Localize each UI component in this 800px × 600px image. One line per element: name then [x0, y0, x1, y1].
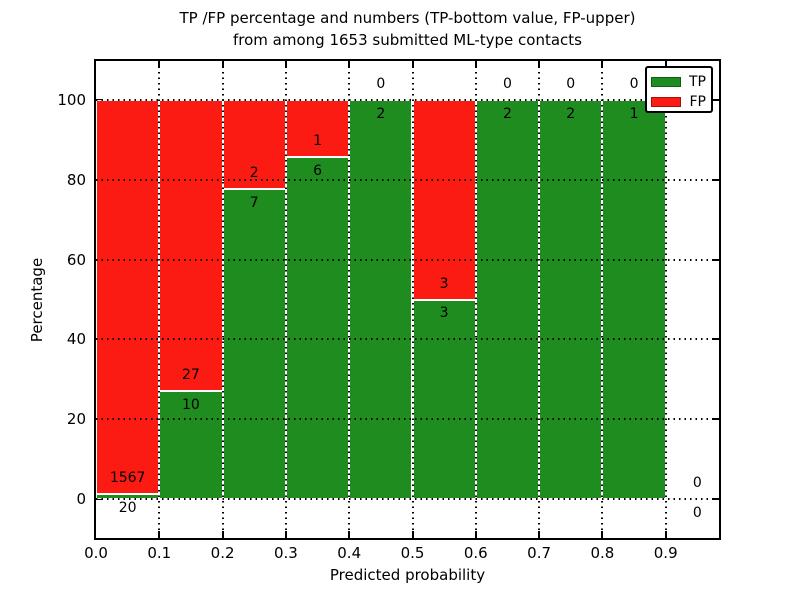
- fp-count-label: 0: [692, 475, 702, 492]
- tp-count-label: 1: [629, 105, 639, 122]
- x-tick-label: 0.6: [463, 544, 488, 562]
- chart-title: TP /FP percentage and numbers (TP-bottom…: [95, 7, 720, 51]
- tp-bar-segment: [539, 100, 603, 499]
- legend-item-tp: TP: [651, 72, 706, 91]
- gridline-vertical: [411, 61, 414, 538]
- gridline-horizontal: [96, 338, 719, 341]
- fp-count-label: 0: [566, 76, 576, 93]
- fp-count-label: 0: [376, 76, 386, 93]
- tp-count-label: 10: [182, 397, 200, 414]
- fp-count-label: 1: [313, 133, 323, 150]
- legend-label-fp: FP: [689, 93, 707, 110]
- fp-count-label: 27: [182, 367, 200, 384]
- fp-count-label: 2: [249, 164, 259, 181]
- x-tick-label: 0.0: [84, 544, 108, 562]
- legend-label-tp: TP: [689, 73, 706, 90]
- gridline-vertical: [284, 61, 287, 538]
- x-tick-label: 0.3: [273, 544, 298, 562]
- tp-count-label: 7: [249, 194, 259, 211]
- chart-title-line2: from among 1653 submitted ML-type contac…: [233, 31, 582, 49]
- gridline-vertical: [158, 61, 161, 538]
- tp-count-label: 2: [566, 105, 576, 122]
- fp-bar-segment: [96, 100, 160, 494]
- fp-count-label: 0: [502, 76, 512, 93]
- plot-area: 1567 20 27 10 2 7 1 6 0 2 3 3 0 2 0 2 0 1 0 0 TP FP: [94, 59, 721, 540]
- tp-count-label: 3: [439, 305, 449, 322]
- gridline-horizontal: [96, 178, 719, 181]
- x-tick-label: 0.9: [653, 544, 678, 562]
- tp-bar-segment: [602, 100, 666, 499]
- bars-layer: [96, 61, 719, 538]
- chart-title-line1: TP /FP percentage and numbers (TP-bottom…: [179, 9, 636, 27]
- fp-bar-segment: [412, 100, 476, 300]
- fp-count-label: 1567: [109, 470, 146, 486]
- gridline-vertical: [474, 61, 477, 538]
- gridline-vertical: [221, 61, 224, 538]
- legend: TP FP: [645, 66, 713, 113]
- gridline-vertical: [601, 61, 604, 538]
- tp-swatch-icon: [651, 76, 681, 87]
- tp-count-label: 2: [376, 105, 386, 122]
- grid-layer: [96, 61, 719, 538]
- gridline-vertical: [348, 61, 351, 538]
- tp-count-label: 20: [118, 499, 137, 516]
- x-axis-label: Predicted probability: [329, 566, 486, 584]
- x-tick-label: 0.8: [590, 544, 615, 562]
- y-tick-label: 0: [76, 490, 86, 508]
- gridline-horizontal: [96, 258, 719, 261]
- y-tick-label: 20: [66, 410, 86, 429]
- tp-count-label: 2: [502, 105, 512, 122]
- fp-swatch-icon: [651, 96, 681, 107]
- x-tick-label: 0.1: [147, 544, 172, 562]
- fp-count-label: 0: [629, 76, 639, 93]
- y-tick-label: 80: [66, 170, 86, 189]
- gridline-horizontal: [96, 99, 719, 101]
- x-tick-label: 0.7: [527, 544, 552, 562]
- tp-count-label: 0: [692, 504, 702, 521]
- legend-item-fp: FP: [651, 92, 706, 111]
- y-tick-label: 40: [66, 330, 86, 349]
- tp-bar-segment: [349, 100, 413, 499]
- fp-count-label: 3: [439, 275, 449, 292]
- gridline-horizontal: [96, 498, 719, 500]
- tp-count-label: 6: [313, 162, 323, 179]
- gridline-vertical: [538, 61, 541, 538]
- x-tick-label: 0.4: [337, 544, 362, 562]
- gridline-vertical: [664, 61, 667, 538]
- bar-count-labels-layer: 1567 20 27 10 2 7 1 6 0 2 3 3 0 2 0 2 0 1 0 0: [96, 61, 719, 538]
- x-tick-label: 0.5: [400, 544, 425, 562]
- y-tick-label: 100: [57, 91, 86, 109]
- x-tick-label: 0.2: [210, 544, 235, 562]
- y-tick-label: 60: [66, 250, 86, 269]
- gridline-horizontal: [96, 418, 719, 421]
